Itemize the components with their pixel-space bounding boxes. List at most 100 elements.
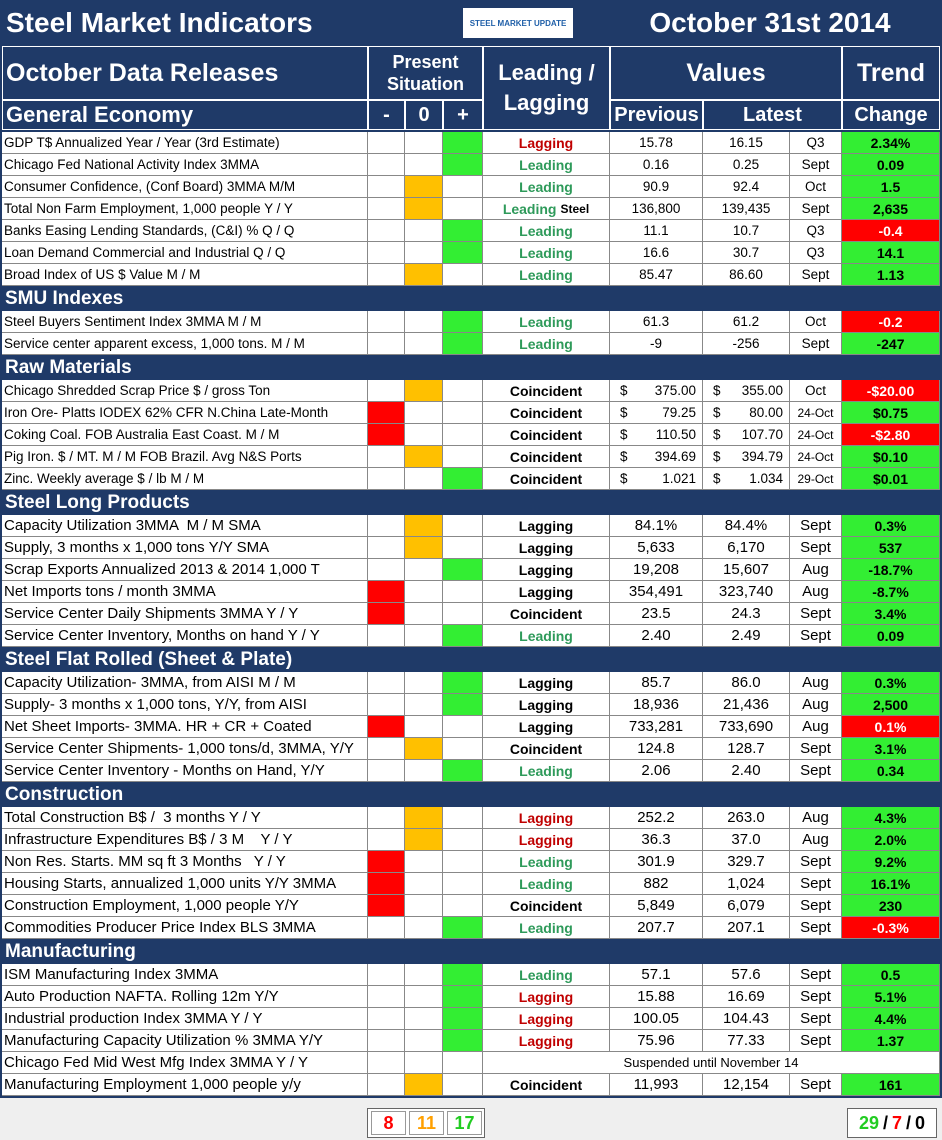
value-cell: 252.2 bbox=[610, 807, 703, 829]
lead-cell: Coincident bbox=[483, 468, 610, 490]
situation-cell bbox=[368, 1052, 405, 1074]
lead-cell: Coincident bbox=[483, 603, 610, 625]
situation-cell bbox=[368, 625, 405, 647]
situation-cell bbox=[443, 132, 483, 154]
period-cell: Aug bbox=[790, 559, 842, 581]
total-trend-flat: 0 bbox=[915, 1112, 926, 1133]
row-label: Industrial production Index 3MMA Y / Y bbox=[2, 1008, 368, 1030]
situation-cell bbox=[443, 807, 483, 829]
situation-cell bbox=[405, 264, 443, 286]
period-cell: Sept bbox=[790, 917, 842, 939]
lead-text: Lagging bbox=[518, 1010, 574, 1027]
situation-cell bbox=[368, 264, 405, 286]
value-cell: 61.3 bbox=[610, 311, 703, 333]
change-cell: $0.75 bbox=[842, 402, 940, 424]
value-unit: $ bbox=[620, 405, 628, 420]
period-cell: Sept bbox=[790, 851, 842, 873]
change-cell: 537 bbox=[842, 537, 940, 559]
situation-cell bbox=[405, 424, 443, 446]
lead-cell: Leading bbox=[483, 760, 610, 782]
situation-cell bbox=[368, 446, 405, 468]
situation-cell bbox=[405, 559, 443, 581]
lead-text: Leading bbox=[519, 627, 573, 644]
lead-text: Leading bbox=[519, 244, 573, 261]
value-cell: 11.1 bbox=[610, 220, 703, 242]
situation-cell bbox=[443, 468, 483, 490]
lead-text: Coincident bbox=[509, 605, 583, 622]
situation-cell bbox=[368, 895, 405, 917]
lead-text: Lagging bbox=[518, 517, 574, 534]
value-cell: $394.79 bbox=[703, 446, 790, 468]
period-cell: Sept bbox=[790, 760, 842, 782]
section-title: Steel Flat Rolled (Sheet & Plate) bbox=[5, 648, 293, 670]
row-label: Pig Iron. $ / MT. M / M FOB Brazil. Avg … bbox=[2, 446, 368, 468]
lead-cell: Coincident bbox=[483, 738, 610, 760]
value-cell: 2.49 bbox=[703, 625, 790, 647]
separator: / bbox=[882, 1112, 888, 1133]
row-label: Total Construction B$ / 3 months Y / Y bbox=[2, 807, 368, 829]
situation-cell bbox=[405, 625, 443, 647]
lead-cell: Leading bbox=[483, 964, 610, 986]
situation-cell bbox=[405, 132, 443, 154]
period-cell: Aug bbox=[790, 581, 842, 603]
row-label: Commodities Producer Price Index BLS 3MM… bbox=[2, 917, 368, 939]
value-cell: 85.7 bbox=[610, 672, 703, 694]
value-cell: 21,436 bbox=[703, 694, 790, 716]
situation-cell bbox=[443, 625, 483, 647]
value-unit: $ bbox=[713, 449, 721, 464]
value-cell: $79.25 bbox=[610, 402, 703, 424]
situation-cell bbox=[405, 738, 443, 760]
trend-totals: 29/7/0 bbox=[847, 1108, 937, 1138]
change-cell: 1.37 bbox=[842, 1030, 940, 1052]
period-cell: Oct bbox=[790, 311, 842, 333]
row-label: Chicago Shredded Scrap Price $ / gross T… bbox=[2, 380, 368, 402]
situation-cell bbox=[443, 581, 483, 603]
situation-cell bbox=[443, 264, 483, 286]
lead-cell: Coincident bbox=[483, 1074, 610, 1096]
situation-cell bbox=[443, 829, 483, 851]
situation-cell bbox=[443, 424, 483, 446]
lead-text: Leading bbox=[519, 853, 573, 870]
lead-text: Lagging bbox=[518, 831, 574, 848]
logo: STEEL MARKET UPDATE bbox=[463, 8, 573, 38]
situation-cell bbox=[443, 603, 483, 625]
value-cell: 12,154 bbox=[703, 1074, 790, 1096]
total-trend-up: 29 bbox=[858, 1112, 879, 1133]
lead-cell: Coincident bbox=[483, 424, 610, 446]
column-header: Trend bbox=[842, 46, 940, 100]
lead-text: Lagging bbox=[518, 583, 574, 600]
change-cell: 9.2% bbox=[842, 851, 940, 873]
situation-cell bbox=[368, 333, 405, 355]
value-cell: $1.021 bbox=[610, 468, 703, 490]
change-cell: 0.09 bbox=[842, 154, 940, 176]
value-cell: 92.4 bbox=[703, 176, 790, 198]
value-cell: 1,024 bbox=[703, 873, 790, 895]
situation-cell bbox=[368, 176, 405, 198]
lead-text: Lagging bbox=[518, 561, 574, 578]
lead-cell: Lagging bbox=[483, 829, 610, 851]
value-cell: 24.3 bbox=[703, 603, 790, 625]
change-cell: 2,635 bbox=[842, 198, 940, 220]
column-header: Leading / Lagging bbox=[483, 46, 610, 130]
lead-cell: Coincident bbox=[483, 895, 610, 917]
lead-text: Leading bbox=[519, 222, 573, 239]
change-cell: 0.3% bbox=[842, 515, 940, 537]
lead-cell: Lagging bbox=[483, 694, 610, 716]
situation-cell bbox=[368, 311, 405, 333]
lead-cell: Lagging bbox=[483, 132, 610, 154]
total-positive: 17 bbox=[447, 1111, 482, 1135]
lead-cell: Lagging bbox=[483, 537, 610, 559]
period-cell: Sept bbox=[790, 964, 842, 986]
change-cell: 2,500 bbox=[842, 694, 940, 716]
value-cell: 2.40 bbox=[610, 625, 703, 647]
situation-cell bbox=[405, 1030, 443, 1052]
situation-cell bbox=[443, 198, 483, 220]
period-cell: Sept bbox=[790, 986, 842, 1008]
value-cell: $375.00 bbox=[610, 380, 703, 402]
value-text: 110.50 bbox=[655, 427, 696, 442]
change-cell: 230 bbox=[842, 895, 940, 917]
situation-cell bbox=[443, 220, 483, 242]
situation-cell bbox=[443, 559, 483, 581]
value-cell: 207.7 bbox=[610, 917, 703, 939]
